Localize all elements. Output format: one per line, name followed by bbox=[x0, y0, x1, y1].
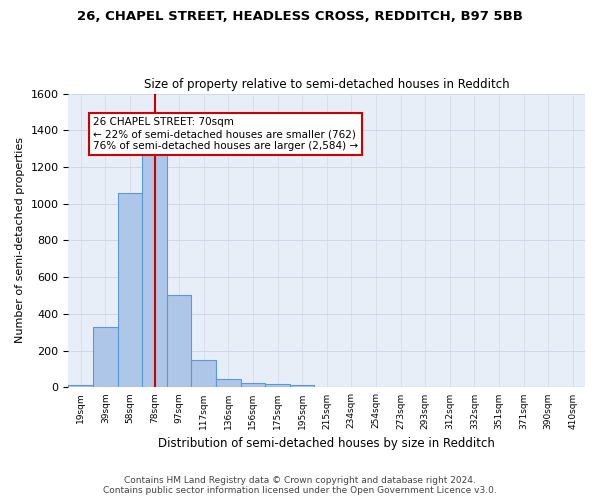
Bar bbox=[290, 385, 314, 388]
X-axis label: Distribution of semi-detached houses by size in Redditch: Distribution of semi-detached houses by … bbox=[158, 437, 495, 450]
Text: 26 CHAPEL STREET: 70sqm
← 22% of semi-detached houses are smaller (762)
76% of s: 26 CHAPEL STREET: 70sqm ← 22% of semi-de… bbox=[93, 118, 358, 150]
Bar bbox=[142, 150, 167, 388]
Title: Size of property relative to semi-detached houses in Redditch: Size of property relative to semi-detach… bbox=[144, 78, 509, 91]
Text: 26, CHAPEL STREET, HEADLESS CROSS, REDDITCH, B97 5BB: 26, CHAPEL STREET, HEADLESS CROSS, REDDI… bbox=[77, 10, 523, 23]
Bar bbox=[93, 327, 118, 388]
Bar bbox=[68, 384, 93, 388]
Bar bbox=[167, 294, 191, 388]
Bar bbox=[216, 379, 241, 388]
Y-axis label: Number of semi-detached properties: Number of semi-detached properties bbox=[15, 138, 25, 344]
Text: Contains HM Land Registry data © Crown copyright and database right 2024.
Contai: Contains HM Land Registry data © Crown c… bbox=[103, 476, 497, 495]
Bar bbox=[191, 360, 216, 388]
Bar bbox=[118, 192, 142, 388]
Bar bbox=[241, 384, 265, 388]
Bar bbox=[265, 384, 290, 388]
